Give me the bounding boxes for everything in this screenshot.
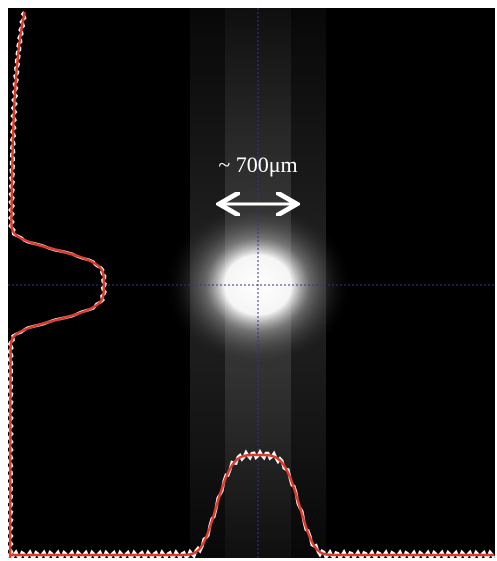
beam-profile-image: ~ 700μm xyxy=(0,0,497,561)
size-annotation: ~ 700μm xyxy=(218,152,297,177)
